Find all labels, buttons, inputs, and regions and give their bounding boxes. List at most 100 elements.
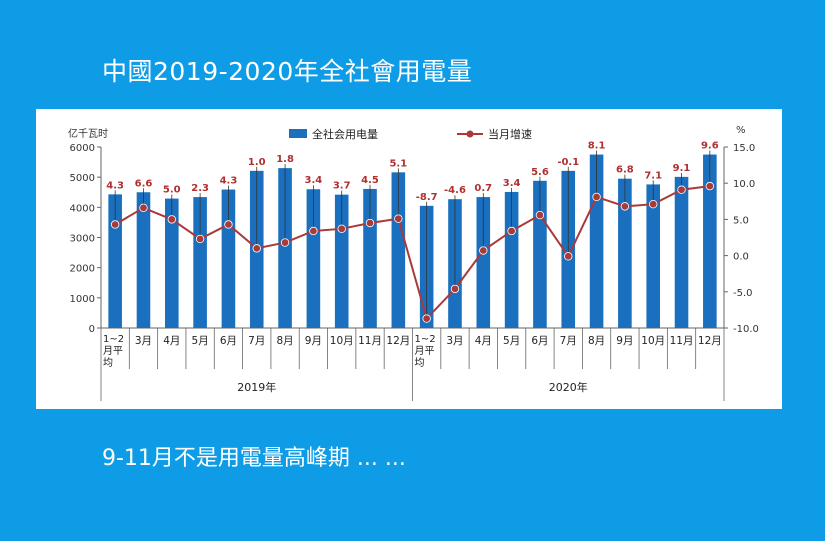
growth-data-label: 0.7 — [474, 183, 492, 194]
category-label: 均 — [103, 357, 113, 369]
category-label: 1~2 — [103, 334, 124, 345]
category-label: 3月 — [135, 335, 152, 347]
bar — [278, 168, 292, 328]
category-label: 月平 — [415, 345, 435, 357]
growth-marker — [252, 244, 261, 253]
category-label: 月平 — [103, 345, 123, 357]
growth-marker — [479, 246, 488, 255]
category-label: 10月 — [330, 335, 354, 347]
growth-data-label: 6.8 — [616, 165, 634, 176]
growth-marker — [535, 210, 545, 220]
growth-data-label: 1.8 — [276, 154, 294, 165]
left-tick-label: 4000 — [70, 203, 95, 214]
growth-marker — [110, 220, 120, 229]
growth-marker — [365, 218, 375, 228]
growth-marker — [309, 226, 318, 236]
right-tick-label: -10.0 — [733, 324, 759, 335]
bar — [674, 176, 689, 328]
right-tick-label: -5.0 — [733, 288, 753, 299]
category-label: 11月 — [358, 335, 382, 347]
category-label: 8月 — [588, 335, 605, 347]
growth-data-label: -4.6 — [444, 185, 466, 196]
bar — [504, 191, 519, 328]
left-tick-label: 3000 — [70, 234, 95, 245]
bar — [618, 178, 632, 328]
legend-bar-swatch — [289, 129, 307, 138]
category-label: 9月 — [616, 335, 633, 347]
growth-data-label: 3.7 — [333, 181, 351, 192]
bar — [703, 154, 717, 328]
growth-marker — [564, 252, 573, 261]
bar — [164, 198, 179, 328]
left-tick-label: 2000 — [70, 264, 95, 275]
growth-data-label: 6.6 — [135, 178, 153, 189]
growth-marker — [394, 214, 403, 223]
growth-marker — [620, 202, 630, 211]
legend-line-label: 当月增速 — [488, 127, 532, 141]
bar — [476, 197, 491, 328]
category-label: 8月 — [276, 335, 293, 347]
category-label: 5月 — [503, 335, 520, 347]
growth-data-label: 5.0 — [163, 185, 181, 196]
category-label: 9月 — [305, 335, 322, 347]
growth-marker — [195, 234, 205, 244]
slide-title: 中國2019-2020年全社會用電量 — [102, 57, 473, 86]
growth-marker — [677, 185, 686, 194]
bar — [108, 194, 122, 328]
chart: 0 1000 2000 3000 4000 5000 6000 -10.0 -5.0 0.0 5.0… — [68, 125, 759, 401]
bar — [306, 189, 321, 328]
growth-data-label: 1.0 — [248, 157, 266, 168]
category-label: 6月 — [220, 335, 237, 347]
growth-marker — [167, 215, 176, 224]
category-label: 4月 — [163, 335, 180, 347]
growth-marker — [592, 192, 601, 202]
right-axis-unit: % — [736, 125, 746, 136]
bar — [136, 192, 151, 328]
category-label: 3月 — [446, 335, 463, 347]
growth-marker — [705, 181, 715, 191]
left-tick-label: 5000 — [70, 173, 95, 184]
category-label: 12月 — [698, 335, 722, 347]
bar — [193, 197, 207, 328]
growth-data-label: 9.1 — [673, 163, 691, 174]
category-label: 6月 — [531, 335, 548, 347]
growth-marker — [450, 284, 460, 294]
growth-line — [114, 185, 710, 321]
growth-data-label: 2.3 — [191, 183, 209, 194]
growth-marker — [139, 203, 148, 213]
year-label: 2020年 — [549, 380, 588, 394]
growth-data-label: 5.1 — [389, 158, 407, 169]
growth-data-label: 4.3 — [106, 180, 124, 191]
category-label: 均 — [415, 357, 425, 369]
growth-data-label: -0.1 — [557, 157, 579, 168]
growth-data-label: 8.1 — [588, 141, 606, 152]
right-tick-label: 15.0 — [733, 143, 755, 154]
left-tick-label: 1000 — [70, 294, 95, 305]
growth-marker — [337, 224, 346, 234]
slide-caption: 9-11月不是用電量高峰期 ... ... — [102, 446, 406, 471]
growth-data-label: 4.3 — [220, 176, 238, 187]
bar — [646, 184, 661, 328]
category-label: 12月 — [386, 335, 410, 347]
right-tick-label: 5.0 — [733, 215, 749, 226]
category-label: 5月 — [192, 335, 209, 347]
growth-marker — [507, 226, 516, 236]
legend-line-marker — [466, 130, 474, 138]
category-label: 7月 — [560, 335, 577, 347]
right-tick-label: 10.0 — [733, 179, 755, 190]
right-tick-label: 0.0 — [733, 252, 749, 263]
category-label: 1~2 — [415, 334, 436, 345]
category-label: 11月 — [670, 335, 694, 347]
growth-data-label: -8.7 — [416, 192, 438, 203]
category-label: 7月 — [248, 335, 265, 347]
left-tick-label: 6000 — [70, 143, 95, 154]
left-tick-label: 0 — [89, 324, 95, 335]
category-label: 10月 — [641, 335, 665, 347]
growth-marker — [280, 238, 290, 247]
growth-data-label: 4.5 — [361, 175, 379, 186]
growth-marker — [224, 220, 233, 229]
left-axis-unit: 亿千瓦时 — [68, 127, 108, 140]
growth-data-label: 7.1 — [644, 170, 662, 181]
growth-marker — [649, 199, 658, 209]
growth-data-label: 9.6 — [701, 141, 719, 152]
